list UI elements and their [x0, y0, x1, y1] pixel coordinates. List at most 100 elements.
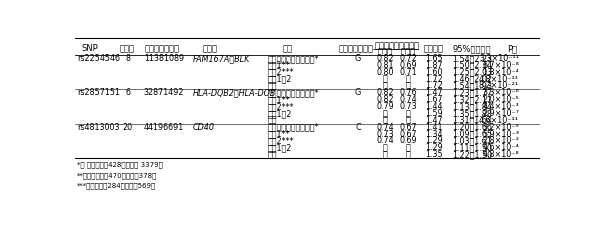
- Text: 1.32－2.11: 1.32－2.11: [452, 95, 492, 104]
- Text: 患者群: 患者群: [377, 48, 392, 56]
- Text: 1.29: 1.29: [425, 137, 443, 145]
- Text: －: －: [383, 81, 388, 90]
- Text: ゲノムワイド関連解析*: ゲノムワイド関連解析*: [267, 54, 319, 63]
- Text: 0.82: 0.82: [376, 88, 394, 97]
- Text: 1.72: 1.72: [425, 81, 443, 90]
- Text: －: －: [406, 150, 410, 159]
- Text: 1.72: 1.72: [425, 75, 443, 84]
- Text: 0.71: 0.71: [400, 68, 417, 77]
- Text: 遺伝子: 遺伝子: [202, 44, 217, 53]
- Text: 4.8×10⁻¹¹: 4.8×10⁻¹¹: [479, 75, 519, 84]
- Text: オッズ比: オッズ比: [424, 44, 444, 53]
- Text: 総合: 総合: [267, 116, 277, 125]
- Text: 32871492: 32871492: [144, 88, 184, 97]
- Text: 1.46－2.02: 1.46－2.02: [452, 75, 492, 84]
- Text: 1.29: 1.29: [425, 143, 443, 152]
- Text: 追訆2***: 追訆2***: [267, 102, 294, 111]
- Text: 0.67: 0.67: [400, 123, 417, 132]
- Text: 1.09－1.65: 1.09－1.65: [452, 130, 492, 138]
- Text: rs2254546: rs2254546: [77, 54, 121, 63]
- Text: 1.03－1.61: 1.03－1.61: [452, 137, 491, 145]
- Text: 3.3×10⁻⁶: 3.3×10⁻⁶: [482, 88, 519, 97]
- Text: 0.82: 0.82: [376, 54, 394, 63]
- Text: －: －: [406, 81, 410, 90]
- Text: 総合: 総合: [267, 81, 277, 90]
- Text: 危険対立遺伝子頻度: 危険対立遺伝子頻度: [375, 41, 420, 50]
- Text: 0.69: 0.69: [400, 137, 417, 145]
- Text: C: C: [355, 123, 361, 132]
- Text: 1.87: 1.87: [425, 61, 443, 70]
- Text: 2.8×10⁻²: 2.8×10⁻²: [482, 137, 519, 145]
- Text: －: －: [383, 150, 388, 159]
- Text: 1.25－2.03: 1.25－2.03: [452, 68, 492, 77]
- Text: 追訆1**: 追訆1**: [267, 95, 290, 104]
- Text: 6.7×10⁻⁸: 6.7×10⁻⁸: [482, 61, 519, 70]
- Text: 8: 8: [125, 54, 130, 63]
- Text: 追訆1**: 追訆1**: [267, 130, 290, 138]
- Text: 1.31－1.64: 1.31－1.64: [452, 116, 491, 125]
- Text: 0.74: 0.74: [376, 123, 394, 132]
- Text: 4.6×10⁻⁴: 4.6×10⁻⁴: [482, 143, 519, 152]
- Text: －: －: [383, 109, 388, 118]
- Text: 4.6×10⁻¹¹: 4.6×10⁻¹¹: [479, 116, 519, 125]
- Text: 0.69: 0.69: [400, 61, 417, 70]
- Text: 1.67: 1.67: [425, 95, 443, 104]
- Text: －: －: [406, 109, 410, 118]
- Text: ***川崎病患者284人、対照569人: ***川崎病患者284人、対照569人: [77, 183, 157, 189]
- Text: 追訆2***: 追訆2***: [267, 137, 294, 145]
- Text: 5.9×10⁻³: 5.9×10⁻³: [482, 130, 519, 138]
- Text: 0.80: 0.80: [376, 68, 394, 77]
- Text: 0.82: 0.82: [376, 95, 394, 104]
- Text: 1.41: 1.41: [425, 123, 443, 132]
- Text: －: －: [406, 116, 410, 125]
- Text: 1.54－1.93: 1.54－1.93: [452, 81, 492, 90]
- Text: 0.67: 0.67: [400, 130, 417, 138]
- Text: 1.35: 1.35: [425, 150, 443, 159]
- Text: 1.59: 1.59: [425, 109, 443, 118]
- Text: 0.81: 0.81: [376, 61, 394, 70]
- Text: 1.54－2.23: 1.54－2.23: [452, 54, 492, 63]
- Text: SNP: SNP: [81, 44, 98, 53]
- Text: *　 川崎病患者428人、対照 3379人: * 川崎病患者428人、対照 3379人: [77, 161, 163, 168]
- Text: －: －: [406, 75, 410, 84]
- Text: 追訆2***: 追訆2***: [267, 68, 294, 77]
- Text: rs2857151: rs2857151: [77, 88, 121, 97]
- Text: G: G: [355, 54, 361, 63]
- Text: 0.79: 0.79: [376, 102, 394, 111]
- Text: 1.23－1.77: 1.23－1.77: [452, 88, 492, 97]
- Text: 1.35－1.88: 1.35－1.88: [452, 109, 492, 118]
- Text: **　川崎病患者470人、対照378人: ** 川崎病患者470人、対照378人: [77, 172, 158, 179]
- Text: 0.73: 0.73: [376, 130, 394, 138]
- Text: 1.50－2.34: 1.50－2.34: [452, 61, 492, 70]
- Text: 追訆1＋2: 追訆1＋2: [267, 75, 292, 84]
- Text: 4.8×10⁻⁸: 4.8×10⁻⁸: [482, 150, 519, 159]
- Text: 8.2×10⁻²¹: 8.2×10⁻²¹: [479, 81, 519, 90]
- Text: 0.73: 0.73: [400, 102, 417, 111]
- Text: 染色体: 染色体: [119, 44, 134, 53]
- Text: rs4813003: rs4813003: [77, 123, 120, 132]
- Text: 11381089: 11381089: [144, 54, 184, 63]
- Text: －: －: [383, 75, 388, 84]
- Text: 1.65: 1.65: [425, 54, 443, 63]
- Text: 0.74: 0.74: [376, 137, 394, 145]
- Text: 20: 20: [122, 123, 133, 132]
- Text: 1.20－1.66: 1.20－1.66: [452, 123, 492, 132]
- Text: 1.44: 1.44: [425, 102, 443, 111]
- Text: 1.22－1.50: 1.22－1.50: [452, 150, 492, 159]
- Text: HLA-DQB2－HLA-DOB: HLA-DQB2－HLA-DOB: [193, 88, 276, 97]
- Text: 染色体上の位置: 染色体上の位置: [145, 44, 179, 53]
- Text: 95%信頼区間: 95%信頼区間: [452, 44, 491, 53]
- Text: 研究: 研究: [283, 44, 292, 53]
- Text: 追訆1＋2: 追訆1＋2: [267, 143, 292, 152]
- Text: 1.47: 1.47: [425, 88, 443, 97]
- Text: 1.13－1.84: 1.13－1.84: [452, 102, 491, 111]
- Text: －: －: [406, 143, 410, 152]
- Text: －: －: [383, 143, 388, 152]
- Text: 1.47: 1.47: [425, 116, 443, 125]
- Text: 0.76: 0.76: [400, 88, 417, 97]
- Text: 総合: 総合: [267, 150, 277, 159]
- Text: 1.60: 1.60: [425, 68, 443, 77]
- Text: 3.3×10⁻¹¹: 3.3×10⁻¹¹: [479, 54, 519, 63]
- Text: 危険対立遺伝子: 危険対立遺伝子: [339, 44, 374, 53]
- Text: 0.74: 0.74: [400, 95, 417, 104]
